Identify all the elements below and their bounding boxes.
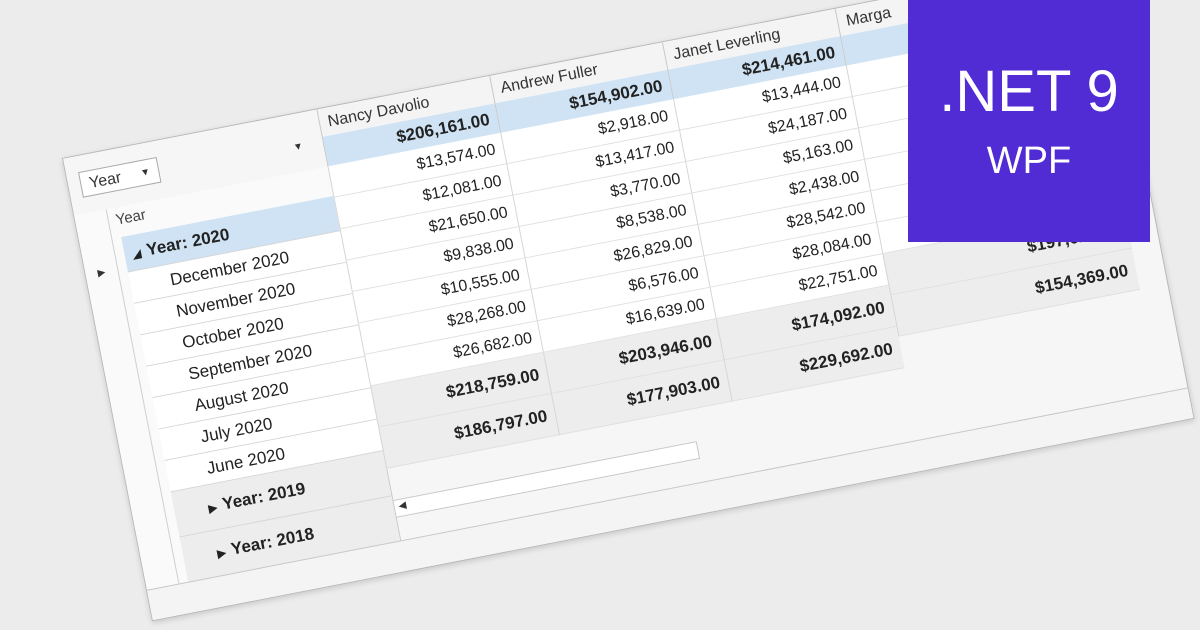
scroll-left-icon[interactable]: ◀: [397, 499, 408, 513]
collapse-triangle-icon[interactable]: ◢: [131, 247, 143, 262]
year-filter-field[interactable]: Year ▼: [78, 156, 162, 198]
row-pointer-icon: ▶: [96, 266, 107, 280]
expand-triangle-icon[interactable]: ▶: [207, 501, 219, 516]
badge-subtitle: WPF: [986, 140, 1072, 182]
row-label: Year: 2019: [220, 478, 307, 514]
row-label: Year: 2018: [229, 524, 316, 559]
year-filter-label: Year: [87, 169, 123, 193]
badge-title: .NET 9: [939, 59, 1119, 124]
row-header-year[interactable]: Year: [114, 206, 148, 229]
dotnet-badge: .NET 9 WPF: [908, 0, 1150, 242]
chevron-down-icon[interactable]: ▼: [292, 140, 305, 154]
expand-triangle-icon[interactable]: ▶: [216, 547, 227, 561]
chevron-down-icon: ▼: [139, 166, 152, 180]
